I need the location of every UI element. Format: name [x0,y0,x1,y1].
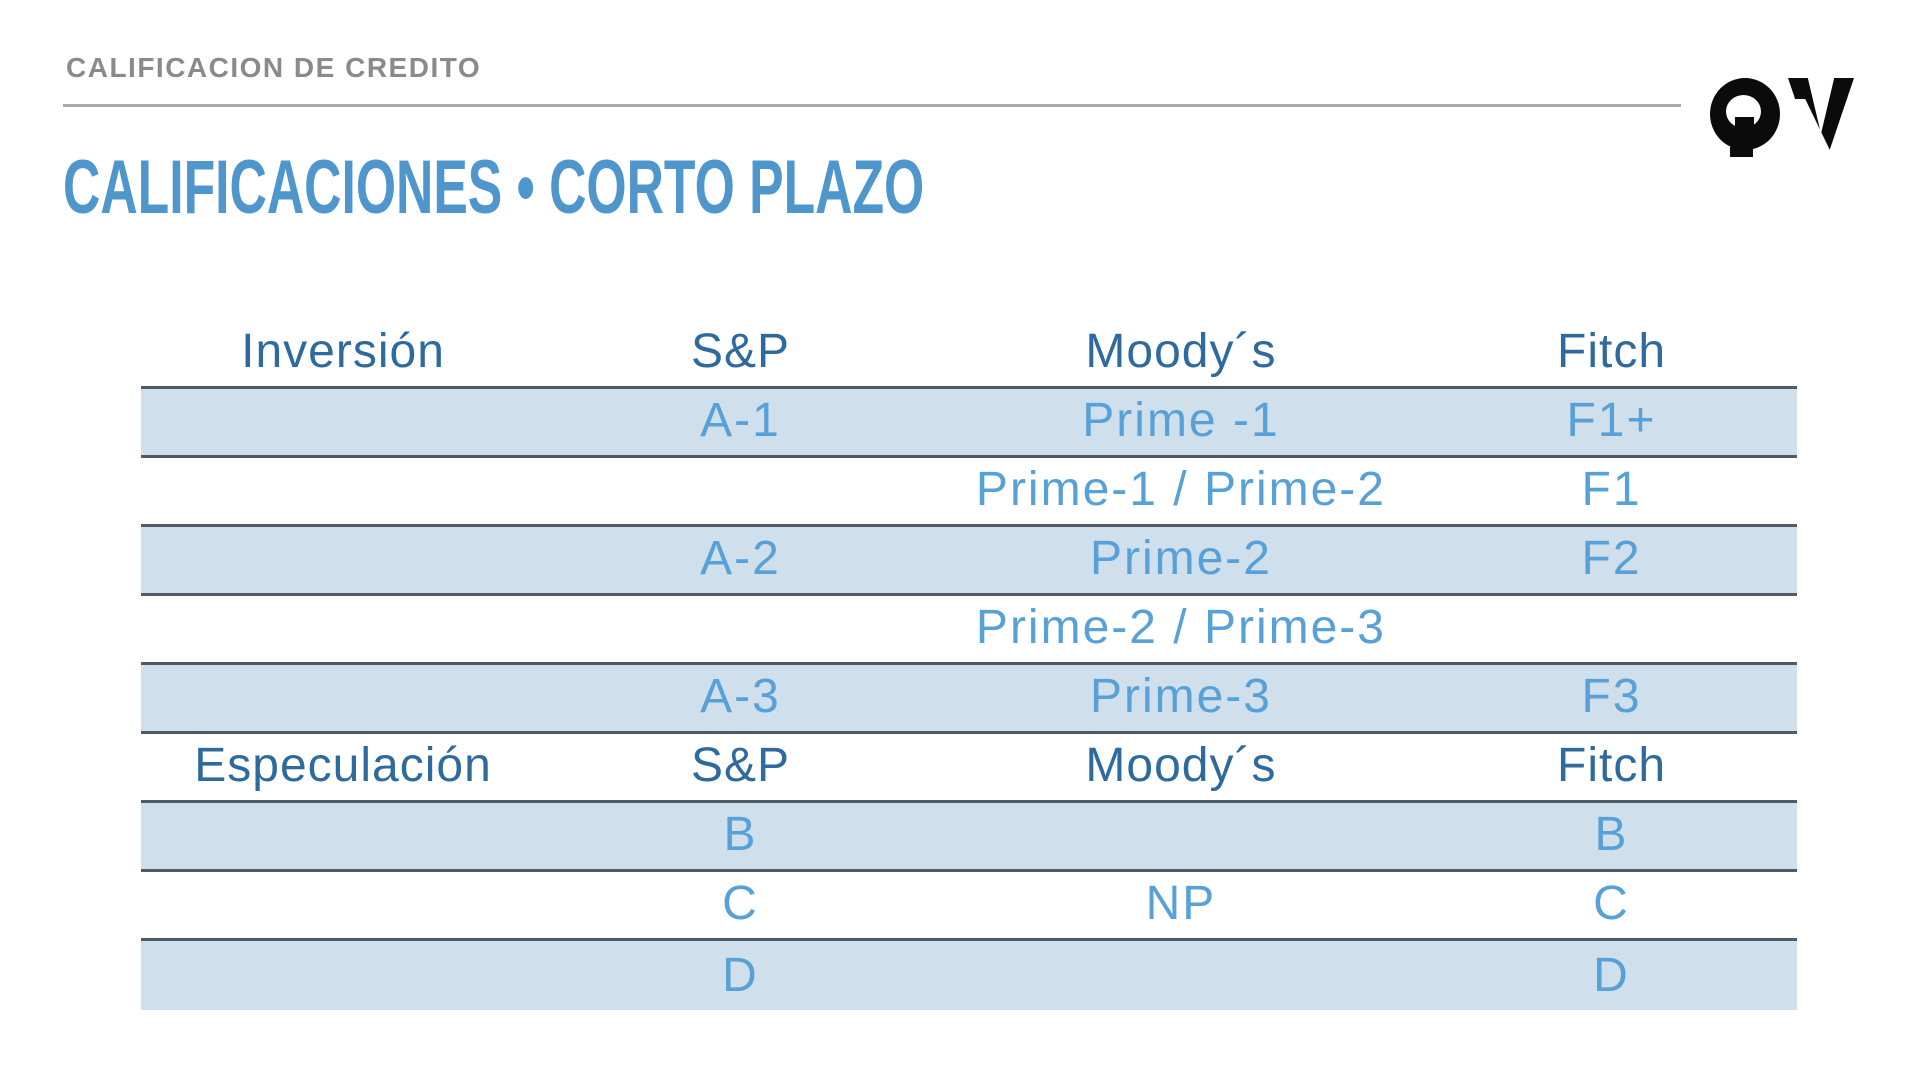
table-row-a3: A-3 Prime-3 F3 [141,665,1797,734]
table-row-prime2-prime3: Prime-2 / Prime-3 [141,596,1797,665]
page-title: CALIFICACIONES • CORTO PLAZO [63,145,925,230]
cell-sp: A-2 [700,532,781,585]
cell-fitch: F1+ [1566,394,1657,447]
table-row-header-inversion: Inversión S&P Moody´s Fitch [141,325,1797,389]
cell-moodys: Prime-2 [1089,532,1272,585]
cell-sp: D [722,949,759,1002]
header-rule [63,104,1681,107]
cell-moodys [936,941,1426,1010]
qav-logo-icon [1710,78,1866,178]
cell-moodys: Moody´s [1085,325,1277,378]
cell-moodys: Prime-2 / Prime-3 [975,601,1386,654]
cell-sp: S&P [690,739,790,792]
cell-sp: B [723,808,758,861]
table-row-d: D D [141,941,1797,1010]
table-row-a1: A-1 Prime -1 F1+ [141,389,1797,458]
cell-category [141,458,545,524]
cell-fitch: F1 [1581,463,1642,516]
cell-moodys: Prime-1 / Prime-2 [975,463,1386,516]
cell-category [141,872,545,938]
cell-moodys: Moody´s [1085,739,1277,792]
ratings-table: Inversión S&P Moody´s Fitch A-1 Prime -1… [141,325,1797,1010]
cell-moodys: Prime -1 [1082,394,1280,447]
cell-category [141,596,545,662]
cell-category [141,941,545,1010]
cell-moodys: Prime-3 [1089,670,1272,723]
cell-fitch: Fitch [1557,739,1667,792]
cell-sp: S&P [690,325,790,378]
cell-category: Inversión [241,325,445,378]
cell-category [141,665,545,731]
logo-q-tab [1735,117,1754,132]
cell-fitch: F2 [1581,532,1642,585]
cell-moodys [936,803,1426,869]
cell-fitch [1426,596,1797,662]
table-row-header-especulacion: Especulación S&P Moody´s Fitch [141,734,1797,803]
cell-fitch: D [1593,949,1630,1002]
cell-sp [545,596,936,662]
cell-sp [545,458,936,524]
cell-sp: C [722,877,759,930]
table-row-c: C NP C [141,872,1797,941]
logo-q-tail [1730,147,1753,157]
cell-category: Especulación [194,739,492,792]
cell-moodys: NP [1145,877,1217,930]
cell-fitch: B [1594,808,1629,861]
cell-fitch: Fitch [1557,325,1667,378]
cell-category [141,389,545,455]
cell-sp: A-1 [700,394,781,447]
cell-category [141,527,545,593]
table-row-a2: A-2 Prime-2 F2 [141,527,1797,596]
table-row-prime1-prime2: Prime-1 / Prime-2 F1 [141,458,1797,527]
table-row-b: B B [141,803,1797,872]
cell-category [141,803,545,869]
slide-kicker: CALIFICACION DE CREDITO [66,52,482,83]
cell-sp: A-3 [700,670,781,723]
cell-fitch: F3 [1581,670,1642,723]
cell-fitch: C [1593,877,1630,930]
